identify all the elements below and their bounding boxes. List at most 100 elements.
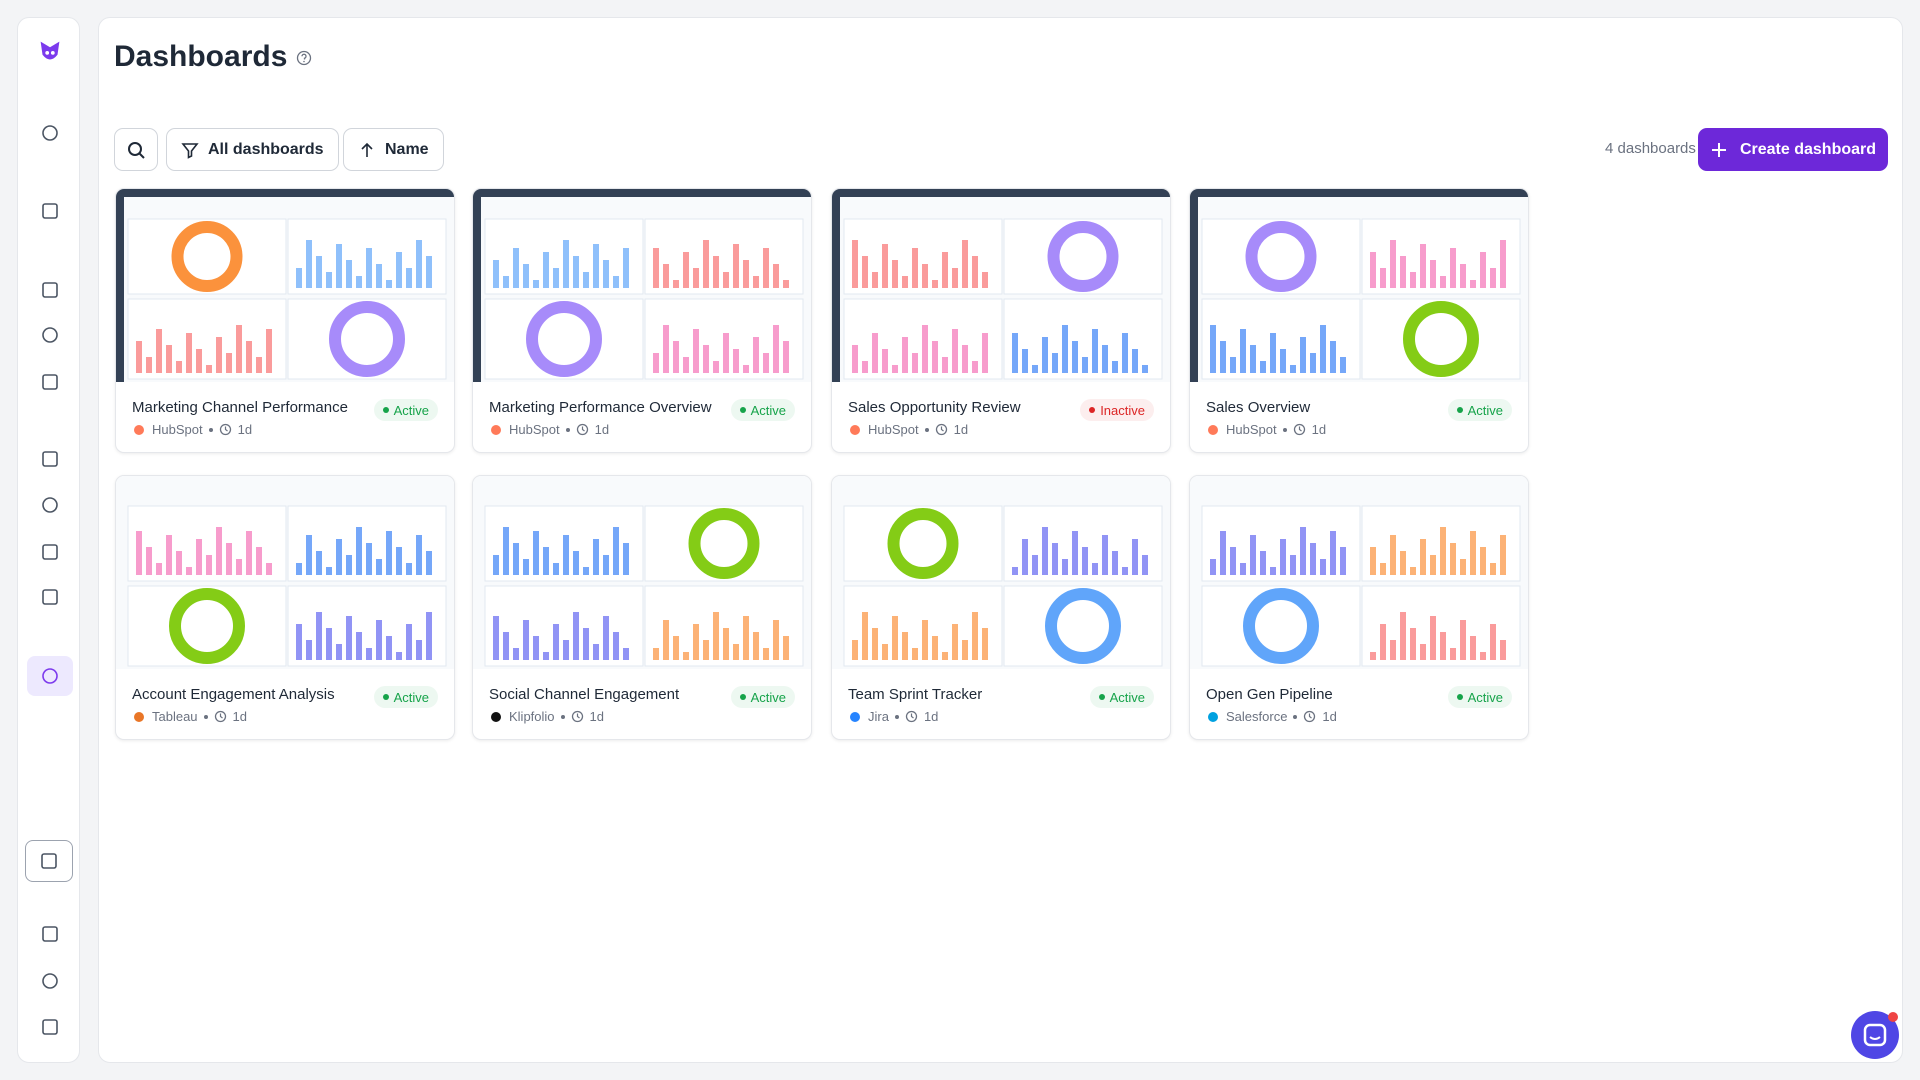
nav-icon[interactable]	[35, 320, 65, 350]
thumbnail	[116, 189, 454, 382]
thumb-shape	[663, 325, 669, 373]
nav-icon[interactable]	[35, 118, 65, 148]
dashboard-card[interactable]: Social Channel Engagement Klipfolio 1d Acti…	[472, 475, 812, 740]
thumb-shape	[1112, 551, 1118, 575]
thumb-shape	[366, 543, 372, 575]
thumb-shape	[932, 341, 938, 373]
thumb-shape	[523, 264, 529, 288]
nav-icon[interactable]	[35, 444, 65, 474]
dashboard-card[interactable]: Open Gen Pipeline Salesforce 1d Active	[1189, 475, 1529, 740]
dashboard-card[interactable]: Team Sprint Tracker Jira 1d Active	[831, 475, 1171, 740]
thumb-shape	[1032, 555, 1038, 575]
thumb-shape	[1400, 612, 1406, 660]
thumb-shape	[1022, 349, 1028, 373]
thumb-shape	[1052, 543, 1058, 575]
thumb-shape	[902, 632, 908, 660]
nav-icon[interactable]	[35, 537, 65, 567]
age: 1d	[1322, 709, 1337, 724]
thumb-shape	[1012, 567, 1018, 575]
thumb-shape	[753, 337, 759, 373]
thumb-shape	[171, 221, 243, 292]
thumb-shape	[1250, 535, 1256, 575]
thumb-shape	[1430, 616, 1436, 660]
dashboard-card[interactable]: Sales Opportunity Review HubSpot 1d Inactiv…	[831, 188, 1171, 453]
thumbnail	[116, 476, 454, 669]
create-button[interactable]: Create dashboard	[1698, 128, 1888, 171]
dashboard-card[interactable]: Account Engagement Analysis Tableau 1d Acti…	[115, 475, 455, 740]
thumb-shape	[256, 357, 262, 373]
logo[interactable]	[35, 36, 65, 66]
thumb-shape	[1430, 260, 1436, 288]
thumb-shape	[783, 341, 789, 373]
card-meta: HubSpot 1d	[132, 422, 252, 437]
thumb-shape	[1390, 535, 1396, 575]
nav-icon[interactable]	[35, 490, 65, 520]
chat-launcher[interactable]	[1851, 1011, 1899, 1059]
thumb-shape	[169, 588, 245, 664]
thumb-shape	[1300, 337, 1306, 373]
thumb-shape	[1450, 543, 1456, 575]
sort-button[interactable]: Name	[343, 128, 444, 171]
thumb-shape	[912, 353, 918, 373]
dashboard-card[interactable]: Marketing Performance Overview HubSpot 1d A…	[472, 188, 812, 453]
thumb-shape	[603, 616, 609, 660]
nav-icon[interactable]	[35, 966, 65, 996]
thumb-shape	[573, 551, 579, 575]
thumb-shape	[236, 559, 242, 575]
filter-button[interactable]: All dashboards	[166, 128, 339, 171]
card-meta: HubSpot 1d	[1206, 422, 1326, 437]
thumb-shape	[1072, 341, 1078, 373]
thumb-shape	[663, 620, 669, 660]
thumb-shape	[1490, 563, 1496, 575]
thumb-shape	[246, 531, 252, 575]
thumb-shape	[503, 632, 509, 660]
thumb-shape	[972, 256, 978, 288]
thumb-shape	[1122, 333, 1128, 373]
nav-icon[interactable]	[35, 196, 65, 226]
thumb-shape	[176, 551, 182, 575]
thumb-shape	[306, 535, 312, 575]
thumb-shape	[336, 539, 342, 575]
thumb-shape	[1500, 640, 1506, 660]
thumb-shape	[513, 648, 519, 660]
thumb-shape	[513, 543, 519, 575]
nav-icon[interactable]	[35, 1012, 65, 1042]
nav-icon[interactable]	[35, 275, 65, 305]
card-meta: Tableau 1d	[132, 709, 247, 724]
nav-icon[interactable]	[35, 582, 65, 612]
dashboard-card[interactable]: Sales Overview HubSpot 1d Active	[1189, 188, 1529, 453]
thumb-shape	[493, 555, 499, 575]
thumb-shape	[1210, 559, 1216, 575]
thumb-shape	[563, 240, 569, 288]
source: Tableau	[152, 709, 198, 724]
thumb-shape	[366, 248, 372, 288]
thumb-shape	[1062, 325, 1068, 373]
thumb-shape	[1340, 357, 1346, 373]
thumb-shape	[1290, 365, 1296, 373]
card-meta: HubSpot 1d	[489, 422, 609, 437]
search-button[interactable]	[114, 128, 158, 171]
thumb-shape	[386, 280, 392, 288]
thumb-shape	[1243, 588, 1319, 664]
nav-icon[interactable]	[27, 656, 73, 696]
thumb-shape	[356, 527, 362, 575]
thumb-shape	[613, 632, 619, 660]
thumb-shape	[186, 567, 192, 575]
thumb-shape	[932, 280, 938, 288]
thumb-shape	[1380, 624, 1386, 660]
thumb-shape	[683, 652, 689, 660]
nav-icon[interactable]	[35, 367, 65, 397]
thumb-shape	[1032, 365, 1038, 373]
nav-icon[interactable]	[35, 919, 65, 949]
thumb-shape	[1260, 551, 1266, 575]
dashboard-card[interactable]: Marketing Channel Performance HubSpot 1d Ac…	[115, 188, 455, 453]
thumb-shape	[1450, 648, 1456, 660]
source-icon	[134, 711, 144, 722]
thumb-shape	[952, 268, 958, 288]
thumb-shape	[426, 551, 432, 575]
thumb-shape	[653, 248, 659, 288]
thumb-shape	[603, 555, 609, 575]
thumb-shape	[653, 648, 659, 660]
thumb-shape	[1490, 624, 1496, 660]
nav-icon[interactable]	[25, 840, 73, 882]
